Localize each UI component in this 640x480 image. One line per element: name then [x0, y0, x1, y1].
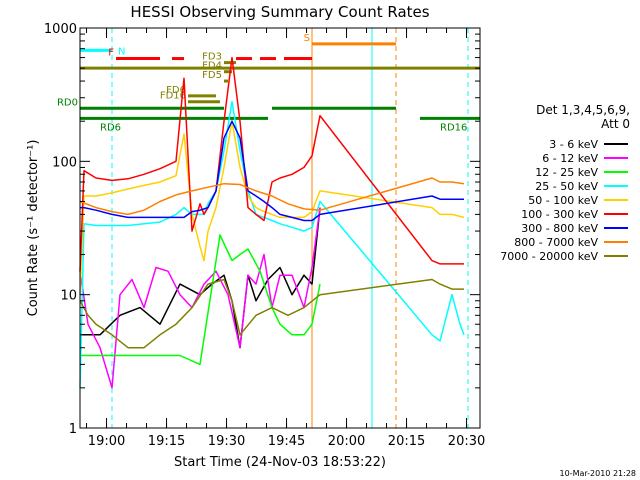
footer-timestamp: 10-Mar-2010 21:28: [560, 469, 637, 478]
series-line-1: [79, 207, 321, 389]
x-tick-label-2: 19:30: [208, 434, 245, 449]
x-tick-label-5: 20:15: [388, 434, 425, 449]
legend-label-6: 300 - 800 keV: [521, 222, 598, 235]
marker-label-RD0: RD0: [57, 97, 78, 108]
marker-label-S: S: [304, 33, 310, 44]
plot-frame: [79, 27, 481, 429]
chart-title: HESSI Observing Summary Count Rates: [130, 3, 429, 21]
marker-label-F: F: [108, 48, 114, 59]
x-axis-ticks: 19:00 19:15 19:30 19:45 20:00 20:15 20:30: [86, 28, 485, 449]
legend-label-3: 25 - 50 keV: [535, 180, 598, 193]
legend-title-line-1: Det 1,3,4,5,6,9,: [536, 103, 630, 117]
x-tick-label-6: 20:30: [448, 434, 485, 449]
series-line-6: [80, 120, 464, 222]
marker-label-FD4: FD4: [202, 61, 222, 72]
legend-label-1: 6 - 12 keV: [542, 152, 598, 165]
y-axis-label: Count Rate (s⁻¹ detector⁻¹): [26, 140, 41, 317]
x-tick-label-1: 19:15: [148, 434, 185, 449]
y-tick-label-3: 1000: [44, 22, 77, 37]
series-line-2: [80, 234, 321, 366]
y-axis-ticks: 1 10 100 1000: [44, 22, 480, 437]
legend-label-0: 3 - 6 keV: [549, 138, 598, 151]
x-tick-label-4: 20:00: [328, 434, 365, 449]
marker-label-RD16: RD16: [440, 122, 467, 133]
marker-label-FD3: FD3: [202, 52, 222, 63]
series-line-5: [79, 56, 464, 272]
marker-label-RD6: RD6: [100, 122, 121, 133]
legend-label-5: 100 - 300 keV: [521, 208, 598, 221]
marker-label-FD6: FD6: [166, 85, 186, 96]
y-tick-label-2: 100: [52, 155, 77, 170]
series-line-3: [79, 100, 465, 388]
series-line-8: [79, 278, 464, 349]
legend-label-8: 7000 - 20000 keV: [500, 250, 598, 263]
x-tick-label-0: 19:00: [88, 434, 125, 449]
y-tick-label-0: 1: [69, 422, 77, 437]
marker-label-N: N: [118, 46, 125, 57]
marker-label-FD5: FD5: [202, 70, 222, 81]
legend-label-7: 800 - 7000 keV: [514, 236, 598, 249]
x-tick-label-3: 19:45: [268, 434, 305, 449]
series-lines: [79, 56, 465, 389]
x-axis-label: Start Time (24-Nov-03 18:53:22): [174, 455, 386, 470]
series-line-4: [79, 120, 465, 295]
legend-title-line-2: Att 0: [601, 117, 630, 131]
legend-label-4: 50 - 100 keV: [528, 194, 598, 207]
series-line-7: [79, 177, 465, 216]
marker-label-FD16: FD16: [160, 91, 186, 102]
y-tick-label-1: 10: [60, 289, 77, 304]
legend-label-2: 12 - 25 keV: [535, 166, 598, 179]
